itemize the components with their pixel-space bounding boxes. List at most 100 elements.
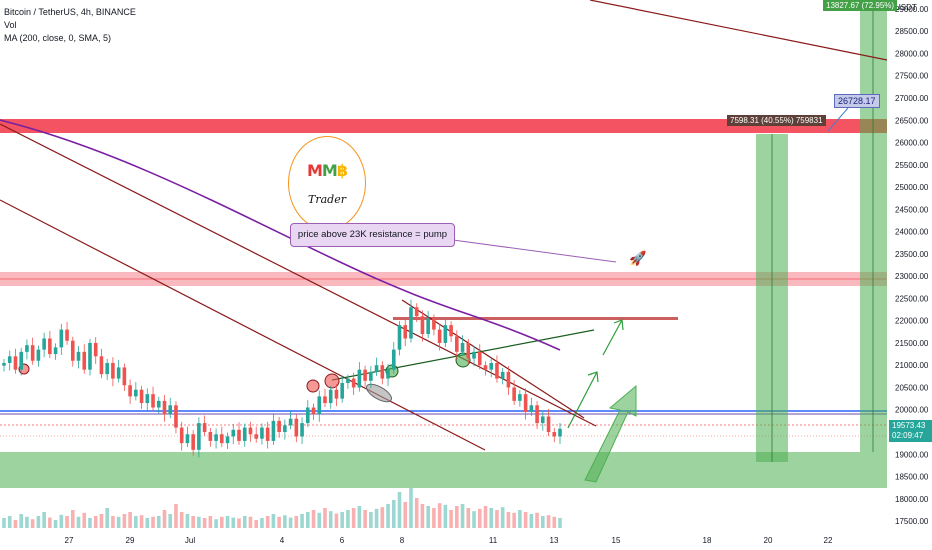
candle-body — [105, 362, 109, 375]
price-tick-label: 24000.00 — [895, 228, 929, 237]
price-axis-bg — [889, 0, 932, 550]
candle-body — [145, 394, 150, 404]
current-price-value: 19573.43 — [892, 421, 926, 430]
volume-bar — [42, 512, 46, 528]
candle-body — [2, 362, 6, 366]
candle-body — [340, 383, 344, 399]
candle-body — [116, 367, 121, 379]
volume-bar — [156, 516, 161, 528]
candle-body — [541, 416, 545, 424]
candle-body — [122, 367, 127, 386]
candle-body — [93, 342, 98, 357]
candle-body — [225, 436, 230, 444]
candle-body — [156, 400, 161, 408]
candle-body — [317, 396, 322, 415]
candle-body — [288, 418, 293, 426]
volume-bar — [374, 508, 379, 528]
time-tick-label: 29 — [126, 536, 135, 545]
candle-body — [346, 378, 350, 384]
volume-bar — [197, 516, 201, 528]
volume-bar — [208, 516, 213, 528]
candle-body — [283, 425, 287, 433]
price-tick-label: 20500.00 — [895, 383, 929, 392]
time-tick-label: 4 — [280, 536, 285, 545]
note-pointer — [452, 239, 617, 263]
volume-bar — [288, 517, 293, 528]
candle-body — [529, 405, 534, 412]
volume-bar — [70, 510, 75, 528]
candle-body — [168, 405, 173, 415]
candle-body — [139, 389, 144, 404]
candle-body — [30, 345, 35, 361]
candle-body — [432, 318, 436, 330]
volume-bar — [30, 519, 35, 528]
target-big-label: 13827.67 (72.95%) — [823, 0, 898, 11]
candle-body — [455, 336, 459, 352]
volume-bar — [305, 512, 310, 528]
candle-body — [36, 349, 41, 361]
support-zone — [0, 452, 887, 488]
volume-bar — [191, 516, 195, 528]
price-tick-label: 17500.00 — [895, 517, 929, 526]
candle-body — [357, 369, 362, 388]
candle-body — [437, 329, 442, 343]
target-box-big — [860, 0, 887, 452]
target-price-label[interactable]: 26728.17 — [834, 94, 880, 108]
volume-bar — [369, 512, 373, 528]
volume-bars — [2, 488, 562, 528]
volume-bar — [420, 504, 425, 528]
volume-bar — [88, 518, 92, 528]
trendline-top-right — [589, 0, 888, 61]
highlight-ellipse — [366, 383, 392, 403]
volume-bar — [541, 516, 545, 528]
price-tick-label: 26500.00 — [895, 116, 929, 125]
callout-note[interactable]: price above 23K resistance = pump — [290, 223, 455, 247]
ma-indicator-label[interactable]: MA (200, close, 0, SMA, 5) — [4, 33, 112, 43]
volume-bar — [122, 514, 127, 528]
volume-bar — [2, 518, 6, 528]
volume-bar — [506, 512, 511, 528]
arrow-up-2 — [602, 319, 624, 356]
price-tick-label: 21000.00 — [895, 361, 929, 370]
symbol-title[interactable]: Bitcoin / TetherUS, 4h, BINANCE — [4, 7, 136, 17]
volume-bar — [65, 516, 69, 528]
volume-bar — [558, 518, 562, 528]
volume-bar — [25, 516, 29, 528]
volume-bar — [76, 516, 81, 528]
volume-bar — [111, 516, 115, 528]
volume-bar — [363, 510, 367, 528]
volume-bar — [237, 518, 241, 528]
arrow-up-1 — [567, 371, 599, 429]
price-tick-label: 24500.00 — [895, 205, 929, 214]
volume-bar — [300, 514, 304, 528]
volume-bar — [214, 519, 218, 528]
volume-bar — [340, 512, 344, 528]
volume-bar — [443, 504, 448, 528]
volume-indicator-label[interactable]: Vol — [4, 20, 17, 30]
price-tick-label: 22500.00 — [895, 294, 929, 303]
volume-bar — [248, 516, 253, 528]
candle-body — [59, 329, 64, 348]
candle-body — [506, 371, 511, 388]
candle-body — [277, 420, 281, 433]
volume-bar — [391, 500, 396, 528]
volume-bar — [99, 514, 104, 528]
volume-bar — [489, 508, 494, 528]
candle-body — [42, 338, 46, 350]
volume-bar — [477, 508, 482, 528]
candle-body — [380, 365, 385, 379]
volume-bar — [185, 514, 190, 528]
candle-body — [65, 329, 69, 341]
volume-bar — [283, 515, 287, 528]
candle-body — [134, 389, 138, 397]
volume-bar — [93, 516, 98, 528]
candle-body — [477, 351, 482, 366]
candle-body — [386, 369, 390, 379]
candle-body — [426, 318, 430, 335]
volume-bar — [311, 510, 316, 528]
volume-bar — [19, 514, 23, 528]
volume-bar — [357, 506, 362, 528]
volume-bar — [346, 510, 350, 528]
volume-bar — [403, 502, 408, 528]
